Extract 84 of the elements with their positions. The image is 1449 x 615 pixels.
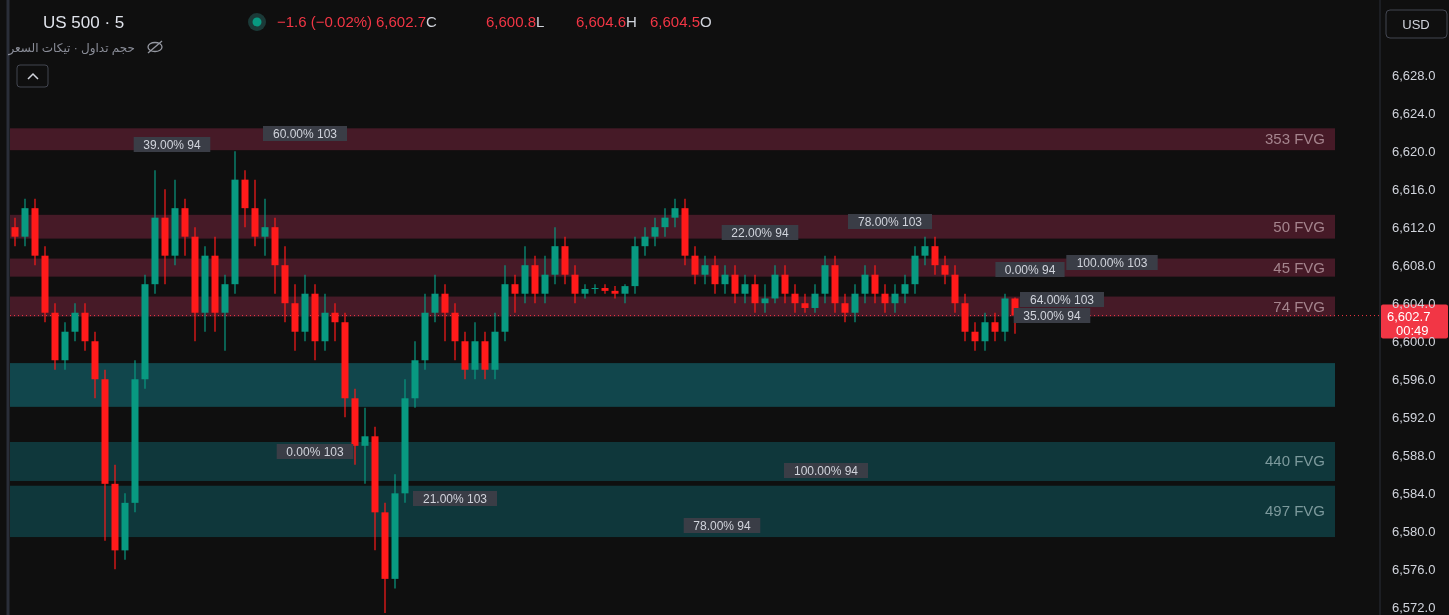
band-label: 45 FVG (1273, 258, 1325, 276)
candlestick (361, 407, 369, 485)
annotation: 64.00% 103 (1029, 293, 1095, 307)
annotation: 39.00% 94 (143, 138, 202, 152)
y-tick-label: 6,624.0 (1392, 106, 1436, 122)
candlestick (511, 274, 519, 314)
candlestick (741, 274, 749, 304)
candlestick (261, 198, 269, 257)
annotation: 35.00% 94 (1023, 309, 1082, 323)
candlestick (811, 283, 819, 314)
y-tick-label: 6,612.0 (1392, 220, 1436, 236)
text: USD (1402, 17, 1430, 32)
candlestick (601, 283, 609, 295)
candlestick (761, 283, 769, 314)
candlestick (901, 274, 909, 304)
y-tick-label: 6,576.0 (1392, 562, 1436, 578)
candlestick (651, 217, 659, 247)
band-label: 440 FVG (1264, 452, 1325, 470)
candlestick (701, 255, 709, 285)
y-tick-label: 6,580.0 (1392, 524, 1436, 540)
annotation: 6,602.7C (376, 13, 438, 30)
annotation: −1.6 (−0.02%) (277, 13, 373, 30)
annotation: 6,600.8L (486, 13, 545, 30)
y-tick-label: 6,596.0 (1392, 372, 1436, 388)
y-tick-label: 6,620.0 (1392, 144, 1436, 160)
candlestick (971, 321, 979, 352)
candlestick (991, 312, 999, 342)
annotation: 100.00% 94 (793, 464, 859, 478)
candlestick (981, 312, 989, 352)
annotation: 78.00% 94 (693, 519, 752, 533)
candlestick (621, 283, 629, 304)
candlestick (541, 255, 549, 304)
candlestick (941, 255, 949, 285)
y-tick-label: 6,588.0 (1392, 448, 1436, 464)
candlestick (641, 226, 649, 257)
candlestick (691, 245, 699, 285)
candlestick (591, 283, 599, 295)
candlestick (731, 264, 739, 304)
y-tick-label: 6,608.0 (1392, 258, 1436, 274)
candlestick (801, 293, 809, 314)
candlestick (611, 285, 619, 300)
candlestick (331, 302, 339, 342)
candlestick (891, 283, 899, 314)
candlestick (881, 283, 889, 314)
candlestick (581, 283, 589, 300)
annotation: 0.00% 103 (286, 445, 345, 459)
candlestick (781, 264, 789, 304)
annotation: 0.00% 94 (1004, 263, 1056, 277)
candlestick (661, 207, 669, 238)
candlestick (571, 264, 579, 304)
candlestick (11, 217, 19, 247)
candlestick (791, 283, 799, 314)
candlestick (871, 264, 879, 304)
candlestick (431, 274, 439, 323)
y-tick-label: 6,592.0 (1392, 410, 1436, 426)
annotation: حجم تداول · تيكات السعر (7, 41, 135, 56)
candlestick (71, 302, 79, 342)
y-tick-label: 6,572.0 (1392, 600, 1436, 615)
band-label: 497 FVG (1264, 502, 1325, 520)
candlestick (711, 255, 719, 295)
candlestick (721, 264, 729, 295)
candlestick (851, 283, 859, 323)
annotation: 78.00% 103 (857, 215, 923, 229)
candlestick (921, 236, 929, 266)
candlestick (841, 293, 849, 323)
text: US 500 · 5 (43, 13, 125, 32)
y-tick-label: 6,584.0 (1392, 486, 1436, 502)
candlestick (671, 198, 679, 228)
band-label: 74 FVG (1273, 297, 1325, 315)
annotation: 6,604.5O (650, 13, 712, 30)
band-label: 50 FVG (1273, 217, 1325, 235)
candlestick (441, 283, 449, 342)
annotation: 21.00% 103 (422, 492, 488, 506)
annotation: 60.00% 103 (272, 127, 338, 141)
annotation: 22.00% 94 (731, 226, 790, 240)
candlestick (861, 264, 869, 304)
candlestick (751, 274, 759, 314)
annotation: 6,604.6H (576, 13, 637, 30)
candlestick (771, 264, 779, 304)
band-label: 353 FVG (1264, 130, 1325, 148)
annotation: 100.00% 103 (1076, 256, 1148, 270)
y-tick-label: 6,628.0 (1392, 68, 1436, 84)
candlestick (931, 236, 939, 276)
y-tick-label: 6,616.0 (1392, 182, 1436, 198)
